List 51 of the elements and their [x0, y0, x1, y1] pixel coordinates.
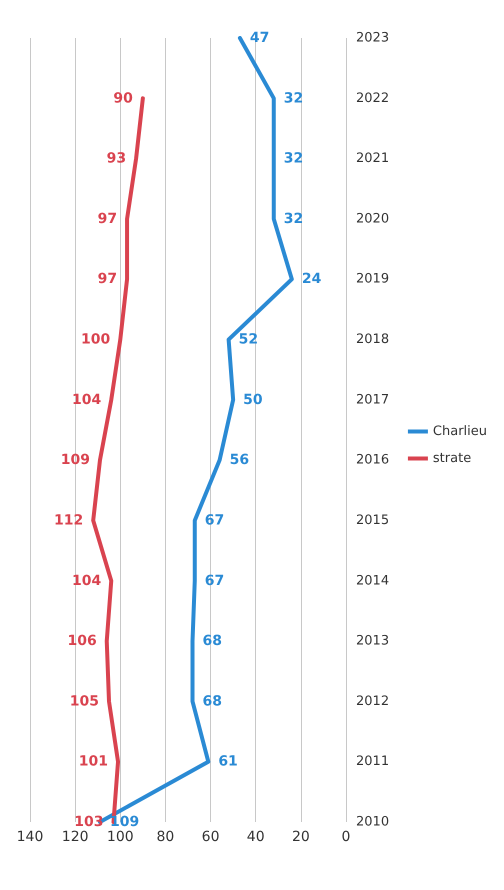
data-label: 109: [110, 814, 140, 830]
y-tick-label: 2010: [356, 814, 390, 830]
data-label: 97: [98, 271, 118, 288]
data-label: 101: [78, 754, 108, 770]
data-label: 100: [81, 332, 111, 348]
y-tick-label: 2013: [356, 634, 390, 649]
x-tick-label: 100: [106, 829, 134, 845]
data-label: 90: [113, 90, 134, 106]
x-tick-label: 0: [342, 829, 350, 845]
data-label: 109: [60, 452, 90, 468]
x-tick-label: 40: [246, 829, 265, 845]
y-tick-label: 2020: [356, 211, 390, 226]
data-label: 68: [202, 633, 222, 650]
x-tick-label: 80: [156, 829, 174, 845]
x-tick-label: 140: [16, 829, 44, 845]
data-label: 97: [98, 210, 118, 227]
data-label: 105: [70, 693, 99, 710]
y-tick-label: 2014: [356, 573, 390, 588]
data-label: 32: [284, 210, 304, 227]
data-label: 93: [106, 150, 126, 167]
data-label: 50: [243, 392, 263, 408]
x-tick-label: 120: [62, 829, 89, 845]
legend-label: strate: [432, 451, 472, 466]
y-tick-label: 2011: [356, 754, 390, 770]
data-label: 32: [284, 90, 304, 106]
y-tick-label: 2021: [356, 151, 390, 166]
data-label: 68: [202, 693, 222, 710]
data-label: 24: [302, 271, 322, 288]
legend-label: Charlieu: [432, 424, 488, 439]
data-label: 104: [72, 392, 102, 408]
y-tick-label: 2016: [356, 452, 390, 468]
x-tick-label: 20: [292, 829, 310, 845]
y-tick-label: 2018: [356, 332, 390, 348]
data-label: 104: [72, 572, 102, 589]
y-tick-label: 2022: [356, 90, 390, 106]
data-label: 52: [238, 332, 258, 348]
data-label: 67: [204, 512, 224, 528]
data-label: 67: [204, 572, 224, 589]
data-label: 106: [68, 633, 97, 650]
data-label: 56: [230, 452, 250, 468]
y-tick-label: 2019: [356, 272, 390, 287]
data-label: 112: [54, 512, 84, 528]
x-tick-label: 60: [202, 829, 220, 845]
y-tick-label: 2012: [356, 694, 390, 709]
y-tick-label: 2015: [356, 512, 390, 528]
data-label: 32: [284, 150, 304, 167]
data-label: 103: [74, 814, 104, 830]
y-tick-label: 2017: [356, 392, 390, 408]
data-label: 47: [250, 30, 270, 46]
y-tick-label: 2023: [356, 30, 390, 46]
data-label: 61: [218, 754, 238, 770]
